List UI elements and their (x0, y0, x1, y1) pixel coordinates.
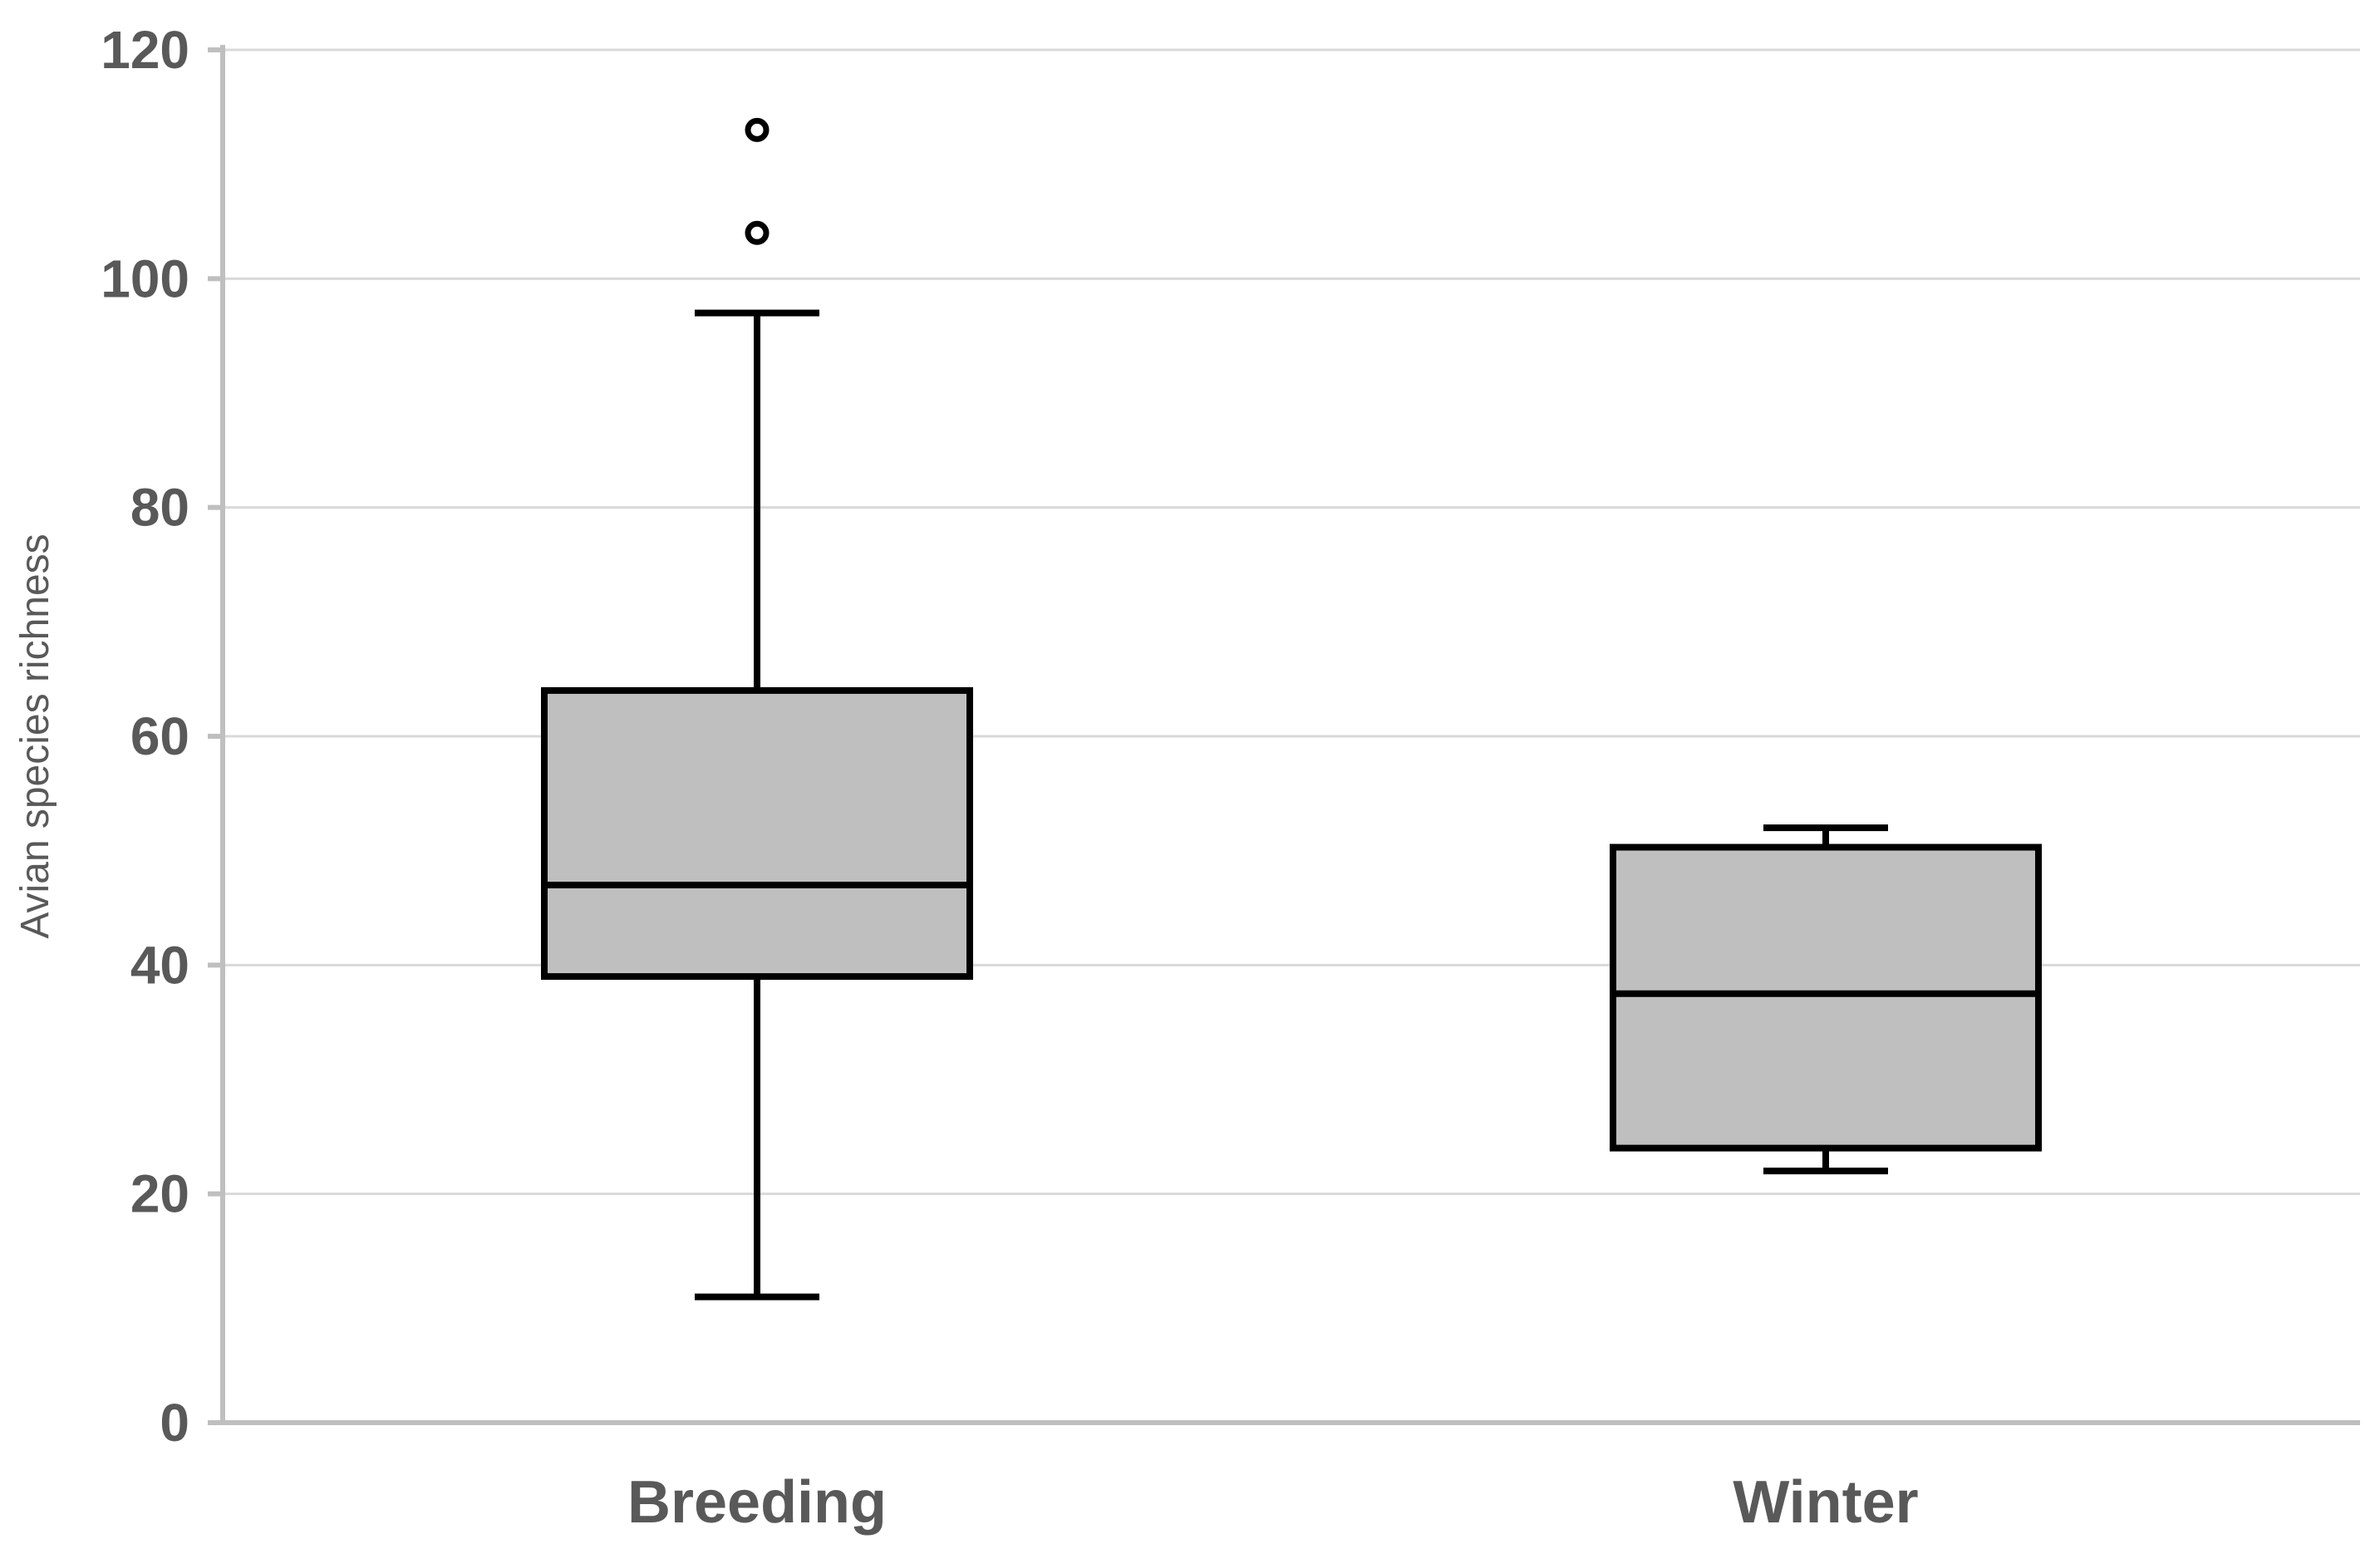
y-tick-label-100: 100 (101, 248, 189, 308)
outlier-point-breeding-0 (745, 220, 770, 245)
iqr-box-breeding (541, 686, 973, 981)
y-tick-label-40: 40 (130, 935, 189, 995)
boxes (541, 117, 2042, 1301)
iqr-box-winter (1610, 843, 2042, 1152)
box-winter (1610, 824, 2042, 1175)
y-tick-labels: 0 20 40 60 80 100 120 (101, 20, 223, 1453)
category-label-winter: Winter (1733, 1469, 1918, 1536)
y-axis-title: Avian species richness (13, 534, 57, 938)
axes (208, 45, 2360, 1425)
y-tick-label-80: 80 (130, 478, 189, 538)
category-label-breeding: Breeding (627, 1469, 887, 1536)
category-labels: Breeding Winter (627, 1469, 1919, 1536)
y-tick-label-20: 20 (130, 1164, 189, 1224)
y-tick-label-60: 60 (130, 706, 189, 766)
outlier-point-breeding-1 (745, 117, 770, 142)
box-breeding (541, 117, 973, 1301)
y-tick-label-0: 0 (160, 1393, 189, 1453)
y-tick-label-120: 120 (101, 20, 189, 80)
